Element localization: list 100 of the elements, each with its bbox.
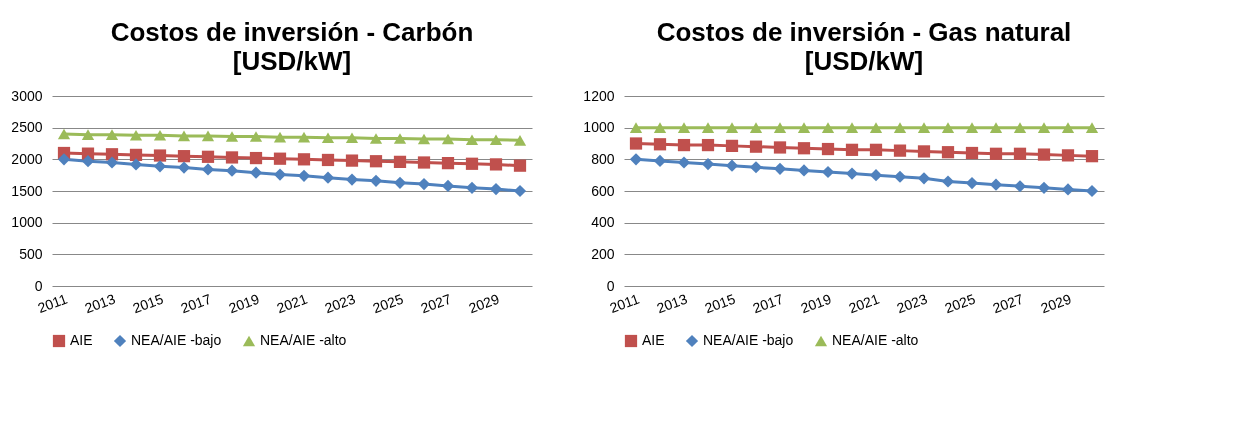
x-tick-label: 2013 bbox=[82, 290, 118, 317]
point bbox=[869, 143, 883, 156]
point bbox=[153, 149, 167, 162]
y-tick-label: 1000 bbox=[583, 119, 615, 136]
point bbox=[201, 150, 215, 163]
point bbox=[629, 153, 643, 166]
point bbox=[393, 176, 407, 189]
point bbox=[273, 168, 287, 181]
legend-label: NEA/AIE -alto bbox=[832, 332, 919, 348]
point bbox=[249, 166, 263, 179]
y-tick-label: 1500 bbox=[11, 182, 43, 199]
point bbox=[893, 122, 907, 133]
point bbox=[1037, 122, 1051, 133]
point bbox=[821, 142, 835, 156]
point bbox=[249, 131, 263, 142]
y-tick-label: 1000 bbox=[11, 214, 43, 231]
point bbox=[701, 157, 715, 171]
point bbox=[201, 130, 215, 142]
point bbox=[465, 181, 479, 194]
point bbox=[701, 138, 715, 152]
y-tick-label: 800 bbox=[591, 150, 615, 167]
point bbox=[321, 153, 335, 167]
point bbox=[1013, 147, 1027, 160]
chart-subtitle: [USD/kW] bbox=[804, 46, 924, 76]
point bbox=[249, 151, 263, 165]
legend-label: AIE bbox=[642, 332, 665, 348]
x-tick-label: 2029 bbox=[466, 290, 502, 317]
point bbox=[489, 134, 503, 145]
x-tick-label: 2021 bbox=[274, 290, 310, 317]
point bbox=[653, 154, 667, 168]
point bbox=[129, 148, 143, 162]
point bbox=[57, 153, 71, 166]
point bbox=[629, 122, 643, 133]
point bbox=[417, 133, 431, 145]
point bbox=[845, 167, 859, 180]
point bbox=[273, 131, 287, 143]
y-tick-label: 500 bbox=[19, 245, 43, 262]
point bbox=[393, 155, 407, 168]
point bbox=[513, 135, 527, 146]
point bbox=[489, 158, 503, 171]
x-tick-label: 2013 bbox=[654, 290, 690, 317]
point bbox=[273, 152, 287, 165]
legend-label: NEA/AIE -alto bbox=[260, 332, 347, 348]
x-tick-label: 2027 bbox=[990, 290, 1026, 317]
point bbox=[1013, 122, 1027, 133]
x-tick-label: 2023 bbox=[322, 290, 358, 317]
chart-title: Costos de inversión - Gas natural bbox=[656, 17, 1072, 47]
point bbox=[917, 145, 931, 158]
y-tick-label: 400 bbox=[591, 214, 615, 231]
point bbox=[513, 159, 527, 172]
point bbox=[417, 177, 431, 191]
point bbox=[225, 131, 239, 142]
point bbox=[105, 129, 119, 140]
point bbox=[153, 160, 167, 173]
point bbox=[441, 133, 455, 145]
x-tick-label: 2029 bbox=[1038, 290, 1074, 317]
point bbox=[797, 142, 811, 155]
x-tick-label: 2025 bbox=[370, 290, 406, 317]
x-tick-label: 2019 bbox=[798, 290, 834, 317]
x-tick-label: 2023 bbox=[894, 290, 930, 317]
point bbox=[941, 146, 955, 159]
point bbox=[1013, 180, 1027, 193]
point bbox=[821, 165, 835, 179]
x-tick-label: 2017 bbox=[178, 290, 214, 317]
point bbox=[893, 170, 907, 183]
point bbox=[653, 122, 667, 133]
point bbox=[1085, 184, 1099, 198]
point bbox=[725, 122, 739, 133]
y-tick-label: 3000 bbox=[11, 87, 43, 104]
point bbox=[773, 162, 787, 175]
point bbox=[845, 143, 859, 156]
point bbox=[917, 122, 931, 133]
point bbox=[1085, 150, 1099, 163]
point bbox=[441, 157, 455, 170]
point bbox=[153, 129, 167, 141]
x-tick-label: 2019 bbox=[226, 290, 262, 317]
point bbox=[821, 122, 835, 133]
point bbox=[677, 138, 691, 152]
legend-label: AIE bbox=[70, 332, 93, 348]
point bbox=[177, 130, 191, 142]
point bbox=[989, 147, 1003, 160]
point bbox=[725, 159, 739, 172]
point bbox=[297, 169, 311, 182]
point bbox=[129, 158, 143, 171]
point bbox=[677, 156, 691, 169]
point bbox=[965, 176, 979, 190]
y-tick-label: 1200 bbox=[583, 87, 615, 104]
x-tick-label: 2021 bbox=[846, 290, 882, 317]
point bbox=[629, 137, 643, 150]
point bbox=[105, 156, 119, 169]
point bbox=[177, 150, 191, 163]
point bbox=[177, 161, 191, 174]
point bbox=[773, 122, 787, 133]
point bbox=[1037, 148, 1051, 161]
point bbox=[441, 179, 455, 193]
point bbox=[1061, 183, 1075, 196]
point bbox=[369, 155, 383, 168]
point bbox=[417, 156, 431, 169]
point bbox=[749, 161, 763, 174]
point bbox=[773, 141, 787, 154]
